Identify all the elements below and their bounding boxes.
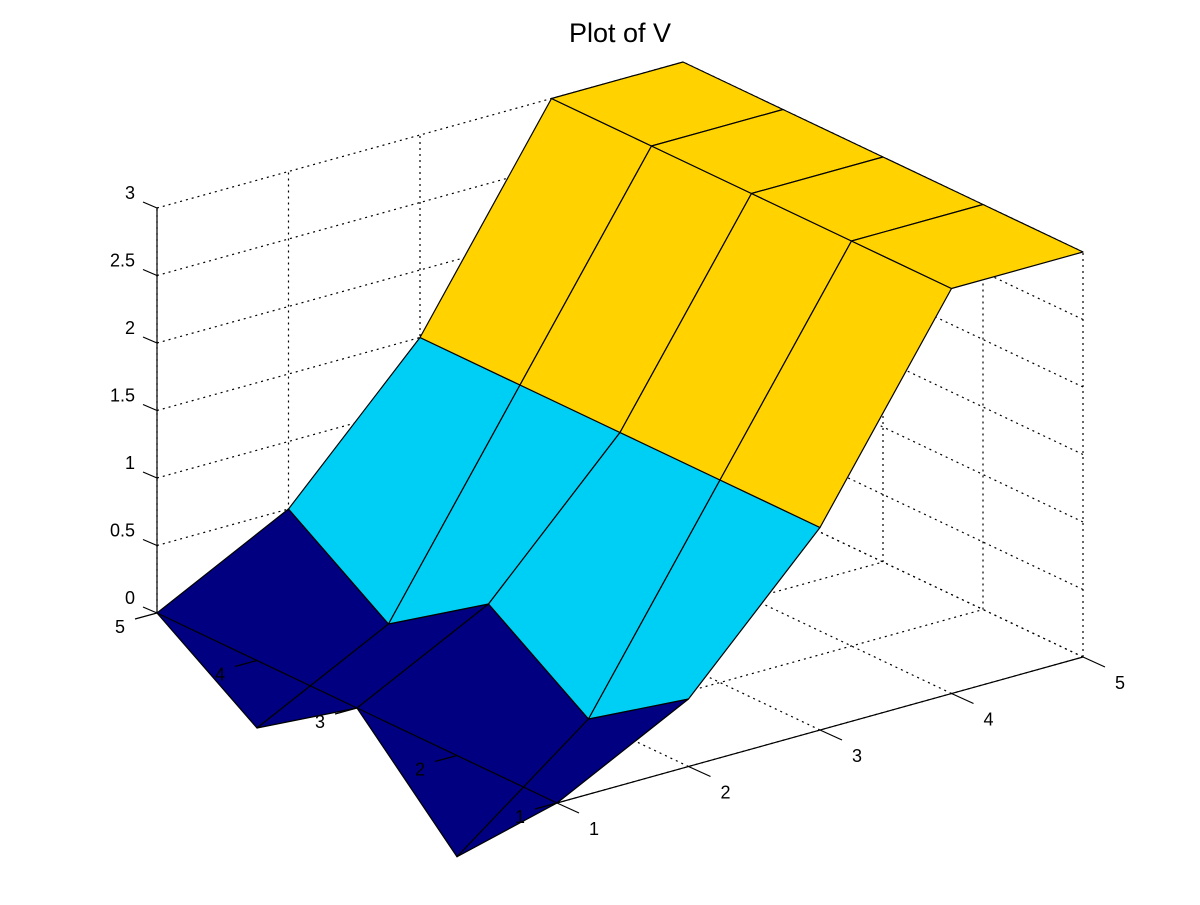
z-tick-label: 1.5 bbox=[110, 386, 135, 406]
grid-line bbox=[156, 128, 684, 277]
y-tick-label: 5 bbox=[115, 617, 125, 637]
x-tick-label: 2 bbox=[720, 783, 730, 803]
z-tick bbox=[142, 336, 158, 344]
y-tick bbox=[534, 802, 558, 810]
z-tick-label: 0.5 bbox=[110, 521, 135, 541]
grid-line bbox=[682, 196, 1084, 388]
grid-line bbox=[682, 466, 1084, 658]
y-tick-label: 1 bbox=[515, 807, 525, 827]
x-tick bbox=[819, 729, 843, 741]
x-tick-label: 4 bbox=[983, 710, 993, 730]
grid-line bbox=[551, 502, 952, 695]
x-tick bbox=[1082, 656, 1106, 668]
z-tick bbox=[142, 268, 158, 277]
z-tick bbox=[142, 471, 158, 479]
x-tick bbox=[556, 802, 580, 814]
z-tick bbox=[142, 201, 158, 209]
y-tick-label: 2 bbox=[415, 760, 425, 780]
z-tick bbox=[142, 538, 158, 547]
grid-line bbox=[419, 539, 821, 731]
x-tick-label: 3 bbox=[852, 746, 862, 766]
grid-line bbox=[156, 331, 684, 479]
grid-line bbox=[682, 263, 1084, 456]
z-tick-label: 0 bbox=[125, 588, 135, 608]
y-tick-label: 4 bbox=[215, 665, 225, 685]
z-tick bbox=[142, 606, 158, 614]
z-tick-label: 3 bbox=[125, 183, 135, 203]
grid-line bbox=[682, 398, 1084, 591]
z-tick-label: 1 bbox=[125, 453, 135, 473]
z-tick-label: 2.5 bbox=[110, 251, 135, 271]
x-tick-label: 1 bbox=[589, 819, 599, 839]
x-tick-label: 5 bbox=[1115, 673, 1125, 693]
z-tick-label: 2 bbox=[125, 318, 135, 338]
grid-line bbox=[156, 398, 684, 547]
grid-line bbox=[156, 263, 684, 412]
grid-line bbox=[156, 196, 684, 344]
surface-patch bbox=[850, 203, 1084, 290]
y-tick bbox=[334, 707, 358, 715]
y-tick-label: 3 bbox=[315, 712, 325, 732]
chart-title: Plot of V bbox=[568, 18, 672, 48]
grid-line bbox=[682, 331, 1084, 523]
x-tick bbox=[951, 692, 974, 705]
y-tick bbox=[134, 612, 158, 620]
grid-line bbox=[156, 61, 684, 209]
x-tick bbox=[688, 765, 711, 778]
y-tick bbox=[234, 659, 258, 668]
y-tick bbox=[434, 754, 458, 763]
grid-line bbox=[682, 128, 1084, 321]
z-tick bbox=[142, 403, 158, 412]
